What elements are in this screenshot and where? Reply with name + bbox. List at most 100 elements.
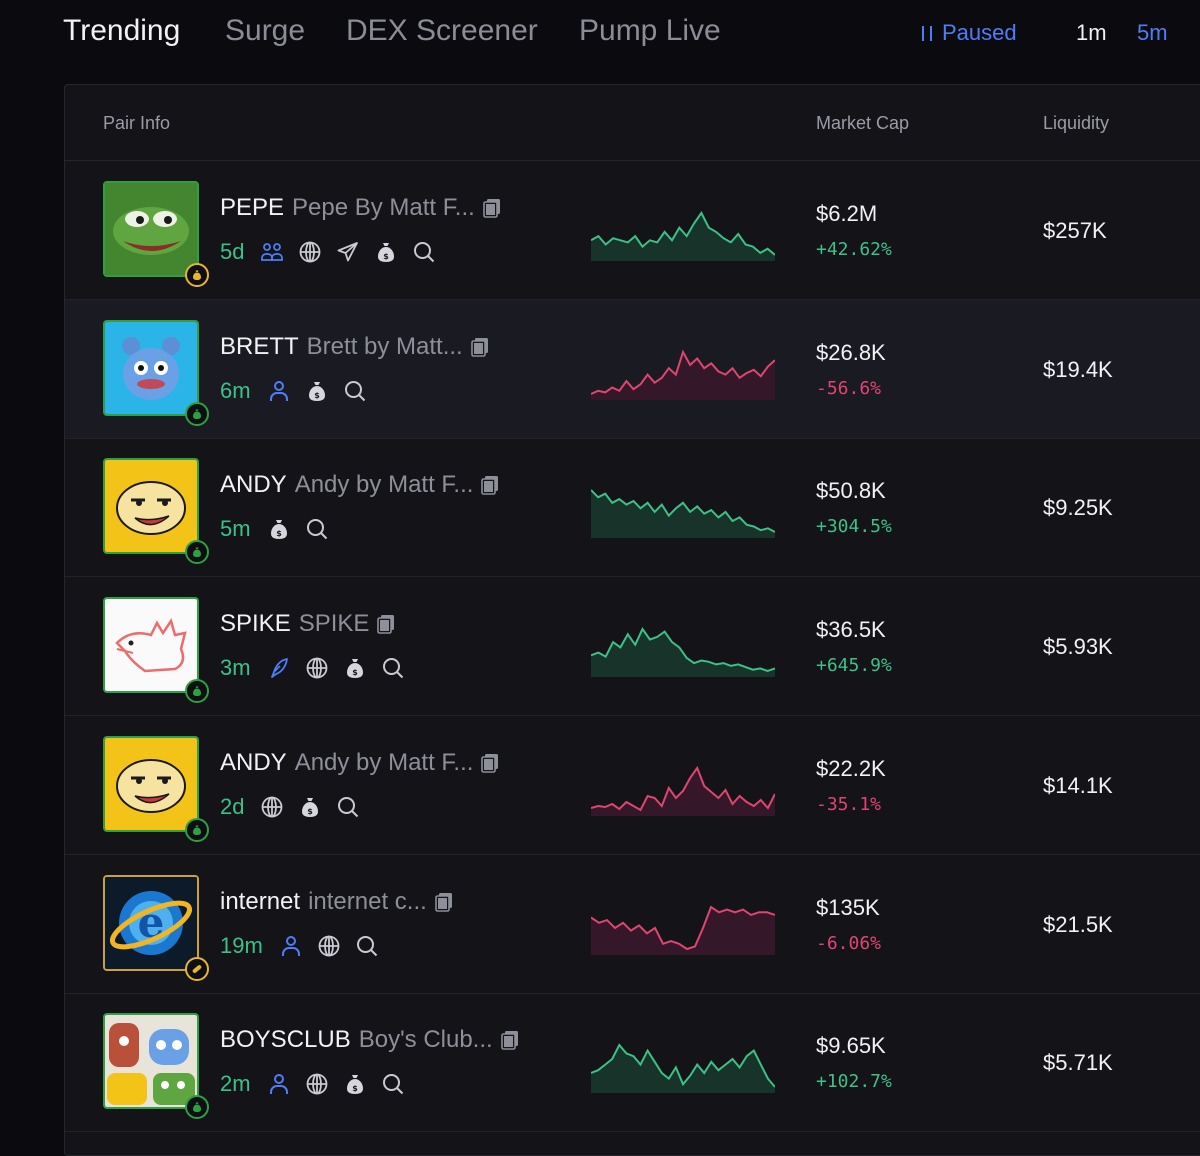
pill-badge-icon: [185, 956, 209, 981]
tab-trending[interactable]: Trending: [63, 14, 181, 47]
moneybag-icon[interactable]: $: [374, 240, 398, 264]
copy-icon[interactable]: [500, 1030, 519, 1050]
tab-surge[interactable]: Surge: [225, 14, 306, 47]
token-avatar[interactable]: [103, 597, 209, 704]
moneybag-icon[interactable]: $: [305, 379, 329, 403]
token-avatar[interactable]: [103, 319, 209, 426]
market-cap-value: $9.65K: [816, 1033, 886, 1059]
token-symbol[interactable]: SPIKE: [220, 610, 291, 638]
pair-age: 6m: [220, 377, 251, 403]
globe-icon[interactable]: [305, 1072, 329, 1096]
token-logo: [105, 321, 197, 414]
pair-name-line: BOYSCLUB Boy's Club...: [220, 1026, 519, 1054]
tab-pump-live[interactable]: Pump Live: [579, 14, 721, 47]
search-icon[interactable]: [381, 656, 405, 680]
search-icon[interactable]: [305, 517, 329, 541]
table-row[interactable]: PEPE Pepe By Matt F... 5d $ $6.2M +42.62% $257…: [65, 161, 1200, 300]
pair-name-line: PEPE Pepe By Matt F...: [220, 194, 501, 222]
globe-icon[interactable]: [317, 934, 341, 958]
pause-toggle[interactable]: Paused: [922, 20, 1017, 46]
liquidity-value: $19.4K: [1043, 356, 1113, 382]
table-row[interactable]: BRETT Brett by Matt... 6m $ $26.8K -56.6% $19.…: [65, 299, 1200, 439]
token-avatar[interactable]: e: [103, 874, 209, 981]
token-logo: e: [105, 876, 197, 969]
sparkline-area: [591, 213, 775, 261]
globe-icon[interactable]: [305, 656, 329, 680]
pair-name-line: ANDY Andy by Matt F...: [220, 471, 499, 499]
token-symbol[interactable]: BOYSCLUB: [220, 1026, 351, 1054]
search-icon[interactable]: [336, 795, 360, 819]
token-logo: [105, 1015, 197, 1108]
header-liquidity[interactable]: Liquidity: [1043, 113, 1110, 133]
header-pair-info[interactable]: Pair Info: [103, 113, 171, 133]
search-icon[interactable]: [355, 934, 379, 958]
table-row[interactable]: BOYSCLUB Boy's Club... 2m $ $9.65K +102.7% $5.…: [65, 993, 1200, 1133]
liquidity-value: $14.1K: [1043, 772, 1113, 798]
copy-icon[interactable]: [377, 614, 395, 634]
token-name: Boy's Club...: [358, 1026, 493, 1054]
pair-meta-line: 3m $: [220, 655, 405, 681]
token-symbol[interactable]: BRETT: [220, 332, 299, 360]
tab-dex-screener[interactable]: DEX Screener: [346, 14, 538, 47]
copy-icon[interactable]: [434, 892, 453, 912]
user-icon[interactable]: [267, 1072, 291, 1096]
pair-name-line: BRETT Brett by Matt...: [220, 333, 489, 361]
svg-text:$: $: [276, 529, 282, 538]
globe-icon[interactable]: [298, 240, 322, 264]
moneybag-icon[interactable]: $: [267, 517, 291, 541]
pause-icon: [922, 25, 932, 41]
search-icon[interactable]: [381, 1072, 405, 1096]
copy-icon[interactable]: [481, 475, 499, 496]
telegram-icon[interactable]: [336, 240, 360, 264]
copy-icon[interactable]: [482, 198, 501, 218]
table-row[interactable]: e internet internet c... 19m $135K -6.06% $21.…: [65, 855, 1200, 994]
token-name: Brett by Matt...: [306, 332, 463, 360]
market-cap-value: $50.8K: [816, 478, 886, 504]
pair-age: 19m: [220, 932, 263, 958]
search-icon[interactable]: [343, 379, 367, 403]
token-avatar[interactable]: [103, 181, 209, 287]
timeframe-1m[interactable]: 1m: [1076, 20, 1107, 45]
moneybag-icon[interactable]: $: [343, 656, 367, 680]
table-row[interactable]: SPIKE SPIKE 3m $ $36.5K +645.9% $5.93K: [65, 577, 1200, 717]
svg-text:$: $: [352, 1084, 358, 1093]
globe-icon[interactable]: [260, 795, 284, 819]
token-logo: [105, 599, 197, 692]
token-symbol[interactable]: PEPE: [220, 194, 285, 221]
top-nav: Trending Surge DEX Screener Pump Live Pa…: [0, 0, 1200, 70]
user-icon[interactable]: [267, 379, 291, 403]
moneybag-icon[interactable]: $: [298, 795, 322, 819]
sparkline-line: [591, 489, 775, 534]
token-symbol[interactable]: ANDY: [220, 748, 287, 776]
price-change: -35.1%: [816, 793, 882, 815]
header-market-cap[interactable]: Market Cap: [816, 113, 910, 133]
token-avatar[interactable]: [103, 1013, 209, 1120]
token-avatar[interactable]: [103, 735, 209, 842]
liquidity-value: $21.5K: [1043, 911, 1113, 937]
table-row[interactable]: ANDY Andy by Matt F... 5m $ $50.8K +304.5% $9.…: [65, 438, 1200, 578]
user-icon[interactable]: [279, 934, 303, 958]
moneybag-icon[interactable]: $: [343, 1072, 367, 1096]
token-symbol[interactable]: internet: [220, 887, 301, 915]
search-icon[interactable]: [412, 240, 436, 264]
pair-name-line: internet internet c...: [220, 888, 453, 916]
copy-icon[interactable]: [481, 753, 499, 773]
pair-meta-line: 2d $: [220, 794, 360, 820]
price-change: +42.62%: [816, 239, 892, 260]
price-sparkline: [591, 627, 775, 678]
token-name: Andy by Matt F...: [294, 748, 474, 776]
pair-meta-line: 5m $: [220, 516, 329, 542]
copy-icon[interactable]: [470, 337, 489, 357]
token-avatar[interactable]: [103, 458, 209, 565]
token-name: Pepe By Matt F...: [292, 194, 475, 221]
sparkline-line: [591, 211, 775, 256]
sparkline-line: [591, 765, 775, 812]
token-symbol[interactable]: ANDY: [220, 471, 287, 499]
table-row[interactable]: ANDY Andy by Matt F... 2d $ $22.2K -35.1% $14.…: [65, 716, 1200, 855]
moneybag-badge-icon: [185, 817, 209, 842]
timeframe-5m[interactable]: 5m: [1137, 20, 1168, 45]
liquidity-value: $5.71K: [1043, 1050, 1113, 1076]
pen-icon[interactable]: [267, 656, 291, 680]
moneybag-badge-icon: [185, 540, 209, 565]
holders-icon[interactable]: [260, 240, 284, 264]
